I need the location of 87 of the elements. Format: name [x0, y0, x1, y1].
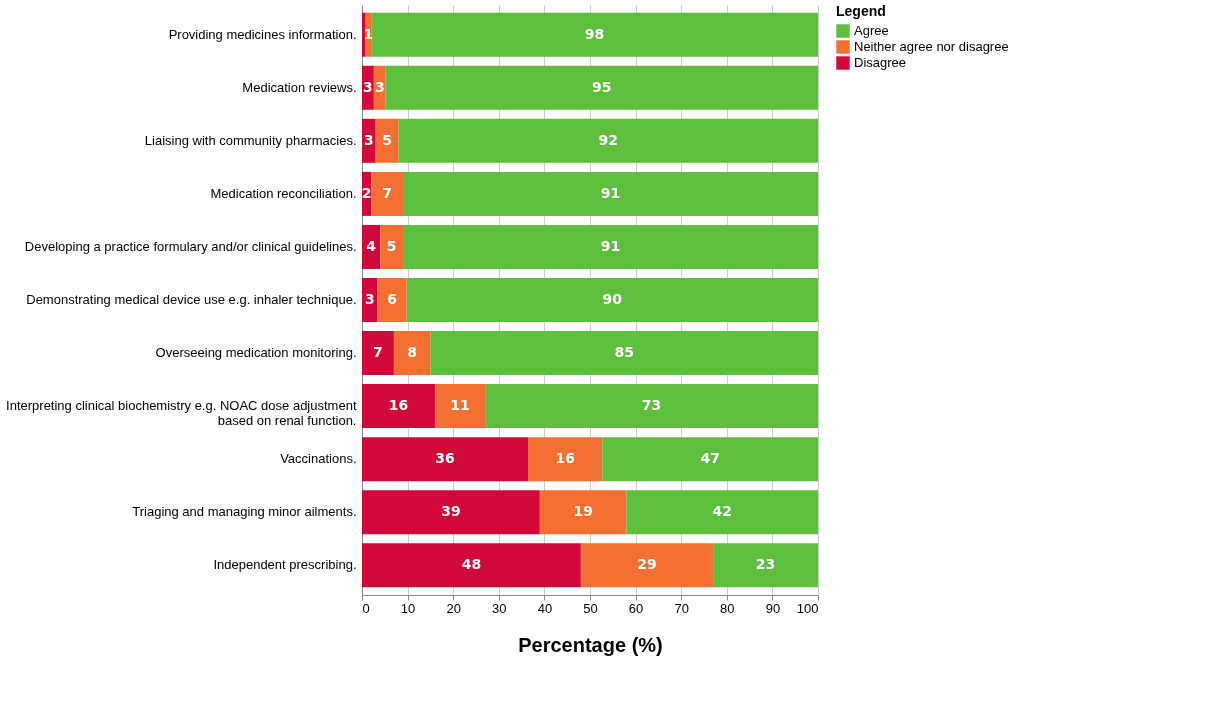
legend-title: Legend — [836, 3, 886, 19]
bar — [539, 490, 627, 535]
y-tick-label: Overseeing medication monitoring. — [155, 345, 357, 361]
bar — [430, 331, 818, 376]
y-tick-label: Independent prescribing. — [213, 557, 357, 573]
bar — [385, 65, 818, 110]
data-label: 36 — [435, 450, 455, 467]
bar — [602, 437, 818, 482]
bar — [434, 384, 486, 429]
data-label: 39 — [441, 503, 461, 520]
bar — [371, 171, 404, 216]
data-label: 90 — [602, 291, 623, 307]
x-tick-label: 10 — [400, 600, 416, 616]
x-tick-label: 30 — [492, 600, 507, 616]
data-label: 19 — [573, 503, 593, 520]
bar — [375, 118, 399, 163]
data-label: 47 — [700, 450, 720, 467]
bar — [377, 278, 407, 322]
x-axis-title: Percentage (%) — [518, 633, 663, 656]
data-label: 48 — [461, 556, 482, 573]
data-label: 7 — [373, 344, 383, 361]
data-label: 92 — [598, 131, 618, 148]
data-label: 8 — [407, 344, 418, 361]
legend-label: Agree — [854, 23, 889, 38]
bar — [485, 384, 818, 429]
data-label: 3 — [374, 78, 385, 95]
y-tick-label: Triaging and managing minor ailments. — [132, 504, 357, 520]
data-label: 7 — [382, 184, 392, 201]
y-tick-label: Medication reconciliation. — [210, 185, 357, 201]
x-tick-label: 50 — [583, 600, 598, 616]
bar — [406, 278, 818, 322]
data-label: 5 — [386, 237, 397, 254]
bar — [527, 437, 603, 482]
bar — [362, 224, 381, 269]
y-tick-label: Providing medicines information. — [168, 26, 357, 42]
data-label: 85 — [614, 344, 634, 361]
bar — [403, 171, 818, 216]
bar — [362, 490, 540, 535]
data-label: 98 — [584, 25, 605, 42]
legend-label: Neither agree nor disagree — [854, 39, 1009, 54]
data-label: 16 — [388, 397, 409, 414]
data-label: 2 — [361, 184, 372, 201]
y-tick-label: Medication reviews. — [242, 79, 357, 95]
x-tick-label: 20 — [446, 600, 461, 616]
bar — [580, 543, 714, 588]
data-label: 73 — [641, 397, 662, 414]
bar — [362, 278, 378, 322]
data-label: 16 — [555, 450, 575, 467]
data-label: 95 — [592, 78, 612, 95]
data-label: 6 — [387, 291, 397, 307]
x-tick-label: 90 — [765, 600, 781, 616]
bar — [403, 224, 818, 269]
bar — [362, 331, 394, 376]
y-tick-label: Interpreting clinical biochemistry e.g. NOAC dose adjustment based on renal function. — [6, 398, 357, 429]
bar — [398, 118, 818, 163]
x-tick-label: 0 — [362, 600, 370, 616]
y-tick-label: Vaccinations. — [280, 451, 357, 467]
x-tick-label: 70 — [674, 600, 689, 616]
bar — [362, 118, 376, 163]
data-label: 91 — [600, 184, 621, 201]
data-label: 23 — [755, 556, 776, 573]
bar — [362, 437, 528, 482]
data-label: 3 — [363, 78, 373, 95]
x-tick-label: 60 — [628, 600, 644, 616]
data-label: 3 — [364, 291, 375, 307]
bar — [626, 490, 818, 535]
bar — [380, 224, 404, 269]
x-tick-label: 100 — [796, 600, 819, 616]
bar — [362, 12, 366, 57]
y-tick-label: Developing a practice formulary and/or clinical guidelines. — [24, 238, 357, 254]
data-label: 91 — [600, 237, 621, 254]
data-label: 11 — [450, 397, 470, 414]
x-tick-label: 40 — [537, 600, 553, 616]
bar — [362, 543, 581, 588]
y-tick-label: Liaising with community pharmacies. — [144, 132, 357, 148]
bar — [371, 12, 818, 57]
data-label: 29 — [637, 556, 657, 573]
legend-label: Disagree — [854, 55, 907, 70]
bar — [362, 384, 435, 429]
data-label: 4 — [366, 237, 377, 254]
x-tick-label: 80 — [720, 600, 735, 616]
data-label: 5 — [382, 131, 392, 148]
data-label: 3 — [363, 131, 374, 148]
bar — [393, 331, 431, 376]
data-label: 42 — [712, 503, 732, 520]
bar — [713, 543, 818, 588]
y-tick-label: Demonstrating medical device use e.g. inhaler technique. — [26, 292, 357, 307]
